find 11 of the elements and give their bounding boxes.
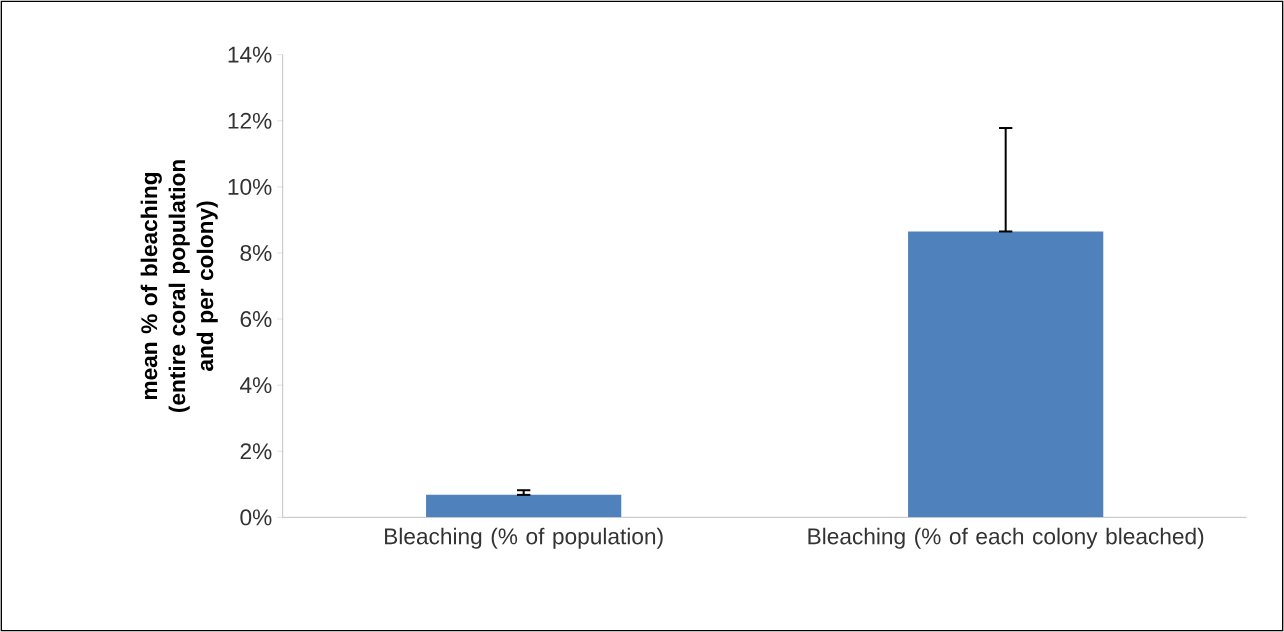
y-tick-label: 14%: [228, 46, 272, 63]
y-tick-label: 4%: [240, 377, 272, 394]
y-tick-label: 6%: [240, 311, 272, 328]
y-tick-label: 2%: [240, 443, 272, 460]
y-tick-label: 8%: [240, 244, 272, 261]
y-tick-label: 0%: [240, 509, 272, 526]
y-tick-label: 10%: [228, 178, 272, 195]
y-axis-title: mean % of bleaching (entire coral population and per colony): [140, 160, 218, 413]
x-tick-label: Bleaching (% of population): [385, 527, 663, 549]
x-tick-label: Bleaching (% of each colony bleached): [808, 527, 1204, 549]
y-tick-label: 12%: [228, 112, 272, 129]
